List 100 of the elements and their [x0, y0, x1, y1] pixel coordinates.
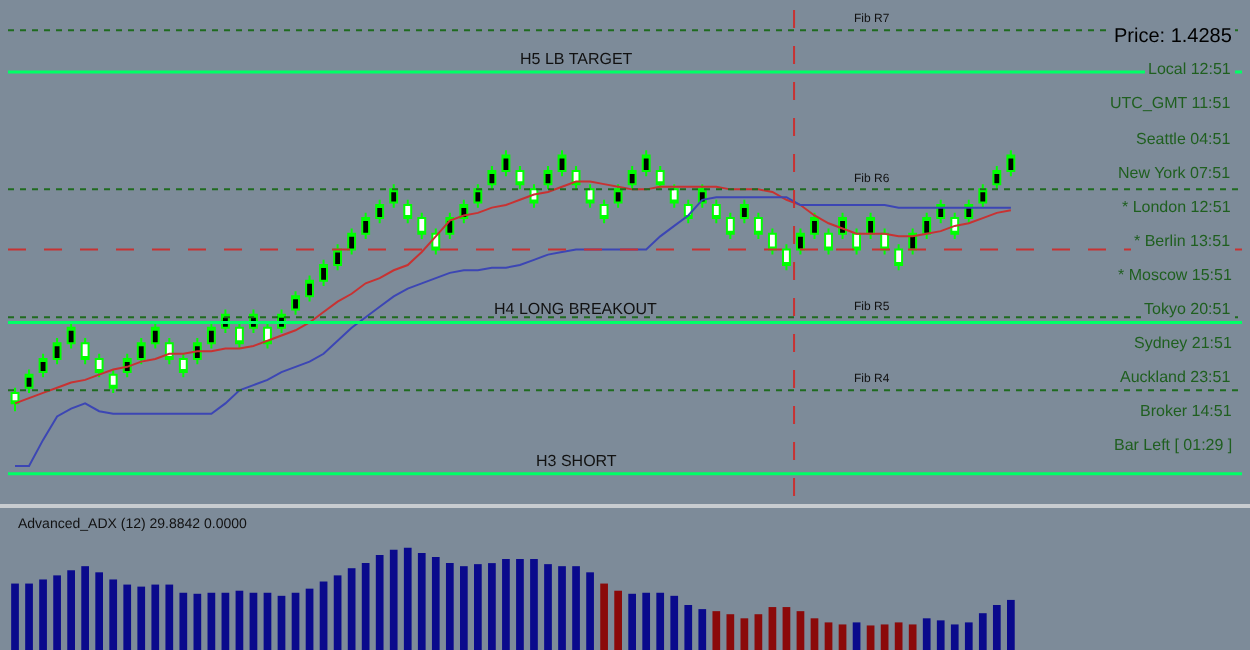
bar: [277, 595, 286, 650]
bar: [474, 564, 482, 650]
bar: [39, 579, 47, 650]
bar: [249, 592, 258, 650]
text: Broker 14:51: [1140, 402, 1233, 420]
text: UTC_GMT 11:51: [1110, 94, 1232, 112]
bar: [403, 547, 412, 650]
bar: [95, 572, 104, 650]
bar: [179, 592, 188, 650]
bar: [445, 563, 454, 650]
text: * Moscow 15:51: [1118, 266, 1233, 284]
candlestick: [585, 183, 595, 209]
bar: [880, 624, 889, 650]
bar: [628, 593, 637, 650]
bar: [656, 592, 665, 650]
bar: [459, 566, 468, 650]
bar: [852, 622, 861, 650]
bar: [193, 593, 202, 650]
candlestick: [487, 164, 497, 191]
bar: [684, 605, 693, 650]
candlestick: [305, 274, 314, 303]
candlestick: [108, 368, 118, 394]
bar: [614, 590, 622, 650]
candlestick: [557, 149, 567, 178]
bar: [137, 586, 146, 650]
text: Tokyo 20:51: [1144, 300, 1232, 318]
bar: [768, 607, 777, 650]
candlestick: [978, 183, 988, 209]
bar: [712, 611, 721, 650]
bar: [726, 614, 735, 650]
bar: [207, 592, 216, 650]
bar: [950, 624, 959, 650]
text: Price: 1.4285: [1114, 26, 1233, 48]
candlestick: [52, 337, 62, 366]
bar: [922, 618, 931, 650]
bar: [936, 620, 945, 650]
candlestick: [178, 352, 188, 379]
candlestick: [739, 198, 749, 225]
bar: [25, 583, 33, 650]
candlestick: [950, 211, 960, 240]
bar: [291, 592, 300, 650]
candlestick: [852, 227, 861, 256]
bar: [572, 566, 580, 650]
candlestick: [641, 149, 651, 178]
candlestick: [291, 290, 300, 316]
candlestick: [866, 211, 876, 240]
candlestick: [767, 227, 777, 256]
bar: [978, 613, 987, 650]
text: * London 12:51: [1122, 198, 1232, 216]
bar: [431, 556, 440, 650]
candlestick: [417, 211, 427, 240]
bar: [600, 583, 608, 650]
candlestick: [810, 211, 819, 240]
bar: [375, 554, 384, 650]
bar: [796, 611, 805, 650]
bar: [544, 564, 552, 650]
candlestick: [361, 211, 371, 240]
ref-line-label: H5 LB TARGET: [520, 50, 633, 68]
candlestick: [782, 243, 791, 272]
bar: [53, 575, 61, 650]
candlestick: [515, 164, 525, 191]
candlestick: [403, 198, 413, 225]
candlestick: [80, 337, 90, 366]
bar: [151, 584, 160, 650]
bar: [740, 618, 749, 650]
bar: [67, 570, 75, 650]
bar: [319, 581, 328, 650]
candlestick: [24, 368, 34, 394]
text: * Berlin 13:51: [1134, 232, 1232, 250]
text: Sydney 21:51: [1134, 334, 1233, 352]
bar: [782, 607, 791, 650]
candlestick: [543, 164, 553, 191]
bar: [361, 563, 370, 650]
bar: [754, 614, 763, 650]
candlestick: [613, 183, 623, 209]
text: Local 12:51: [1148, 60, 1232, 78]
candlestick: [669, 183, 679, 209]
bar: [810, 618, 819, 650]
bar: [333, 575, 342, 650]
bar: [305, 588, 314, 650]
candlestick: [711, 198, 721, 225]
candlestick: [333, 243, 343, 272]
candlestick: [319, 258, 329, 287]
candlestick: [347, 227, 357, 256]
bar: [558, 566, 566, 650]
bar: [992, 605, 1001, 650]
candlestick: [38, 352, 48, 379]
candlestick: [894, 243, 904, 272]
bar: [642, 592, 651, 650]
candlestick: [66, 321, 76, 350]
bar: [838, 624, 847, 650]
bar: [824, 622, 833, 650]
bar: [389, 549, 398, 650]
text: Bar Left [ 01:29 ]: [1114, 436, 1233, 454]
bar: [488, 563, 496, 650]
bar: [502, 559, 510, 650]
text: Seattle 04:51: [1136, 130, 1232, 148]
candlestick: [375, 198, 385, 225]
bar: [1007, 599, 1015, 650]
candlestick: [150, 321, 160, 350]
